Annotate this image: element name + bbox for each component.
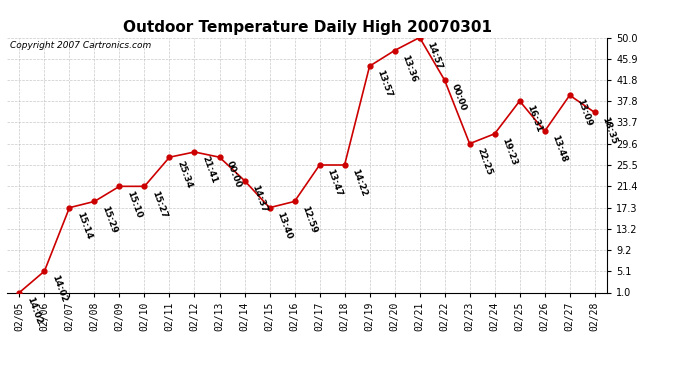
Text: 14:57: 14:57 bbox=[425, 40, 444, 70]
Text: 14:02: 14:02 bbox=[25, 295, 43, 325]
Text: 14:37: 14:37 bbox=[250, 183, 268, 214]
Text: 15:10: 15:10 bbox=[125, 189, 144, 219]
Text: 15:14: 15:14 bbox=[75, 210, 93, 240]
Text: 21:41: 21:41 bbox=[200, 155, 218, 185]
Text: 12:59: 12:59 bbox=[300, 204, 318, 234]
Text: 13:48: 13:48 bbox=[550, 134, 569, 164]
Text: Copyright 2007 Cartronics.com: Copyright 2007 Cartronics.com bbox=[10, 41, 151, 50]
Text: 22:25: 22:25 bbox=[475, 147, 493, 176]
Text: 16:31: 16:31 bbox=[525, 104, 544, 134]
Text: 13:09: 13:09 bbox=[575, 98, 593, 128]
Text: 14:22: 14:22 bbox=[350, 168, 368, 198]
Text: 13:57: 13:57 bbox=[375, 69, 393, 99]
Title: Outdoor Temperature Daily High 20070301: Outdoor Temperature Daily High 20070301 bbox=[123, 20, 491, 35]
Text: 00:00: 00:00 bbox=[225, 160, 243, 189]
Text: 15:27: 15:27 bbox=[150, 189, 168, 219]
Text: 00:00: 00:00 bbox=[450, 83, 469, 112]
Text: 15:29: 15:29 bbox=[100, 204, 118, 234]
Text: 13:40: 13:40 bbox=[275, 210, 293, 240]
Text: 19:23: 19:23 bbox=[500, 136, 518, 166]
Text: 25:34: 25:34 bbox=[175, 160, 193, 190]
Text: 18:35: 18:35 bbox=[600, 115, 618, 145]
Text: 13:47: 13:47 bbox=[325, 168, 344, 198]
Text: 13:36: 13:36 bbox=[400, 53, 418, 83]
Text: 14:02: 14:02 bbox=[50, 274, 68, 304]
